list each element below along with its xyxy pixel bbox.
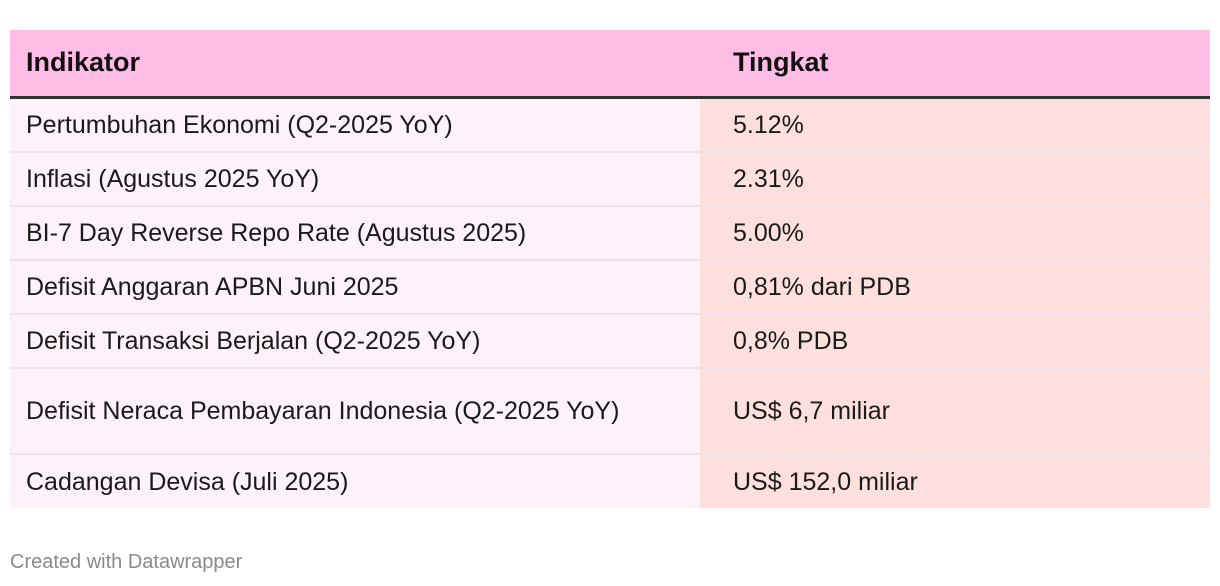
table-row: Defisit Neraca Pembayaran Indonesia (Q2-… xyxy=(10,367,1210,454)
value-cell: US$ 152,0 miliar xyxy=(700,453,1210,508)
table-header-row: Indikator Tingkat xyxy=(10,30,1210,99)
table-row: Inflasi (Agustus 2025 YoY) 2.31% xyxy=(10,151,1210,206)
table-row: BI-7 Day Reverse Repo Rate (Agustus 2025… xyxy=(10,205,1210,260)
data-table-container: Indikator Tingkat Pertumbuhan Ekonomi (Q… xyxy=(10,30,1210,508)
value-cell: 0,81% dari PDB xyxy=(700,259,1210,314)
value-cell: US$ 6,7 miliar xyxy=(700,367,1210,454)
indicator-cell: Inflasi (Agustus 2025 YoY) xyxy=(10,151,700,206)
value-cell: 5.00% xyxy=(700,205,1210,260)
value-cell: 2.31% xyxy=(700,151,1210,206)
table-row: Pertumbuhan Ekonomi (Q2-2025 YoY) 5.12% xyxy=(10,97,1210,152)
indicator-cell: Defisit Anggaran APBN Juni 2025 xyxy=(10,259,700,314)
indicator-cell: Cadangan Devisa (Juli 2025) xyxy=(10,453,700,508)
indicator-cell: BI-7 Day Reverse Repo Rate (Agustus 2025… xyxy=(10,205,700,260)
value-cell: 0,8% PDB xyxy=(700,313,1210,368)
table-row: Cadangan Devisa (Juli 2025) US$ 152,0 mi… xyxy=(10,453,1210,508)
column-header-tingkat[interactable]: Tingkat xyxy=(700,30,1210,99)
indicator-cell: Defisit Neraca Pembayaran Indonesia (Q2-… xyxy=(10,367,700,454)
indicator-cell: Defisit Transaksi Berjalan (Q2-2025 YoY) xyxy=(10,313,700,368)
indicator-table: Indikator Tingkat Pertumbuhan Ekonomi (Q… xyxy=(10,30,1210,508)
column-header-indikator[interactable]: Indikator xyxy=(10,30,700,99)
indicator-cell: Pertumbuhan Ekonomi (Q2-2025 YoY) xyxy=(10,97,700,152)
datawrapper-credit[interactable]: Created with Datawrapper xyxy=(10,551,243,573)
value-cell: 5.12% xyxy=(700,97,1210,152)
table-row: Defisit Anggaran APBN Juni 2025 0,81% da… xyxy=(10,259,1210,314)
table-row: Defisit Transaksi Berjalan (Q2-2025 YoY)… xyxy=(10,313,1210,368)
